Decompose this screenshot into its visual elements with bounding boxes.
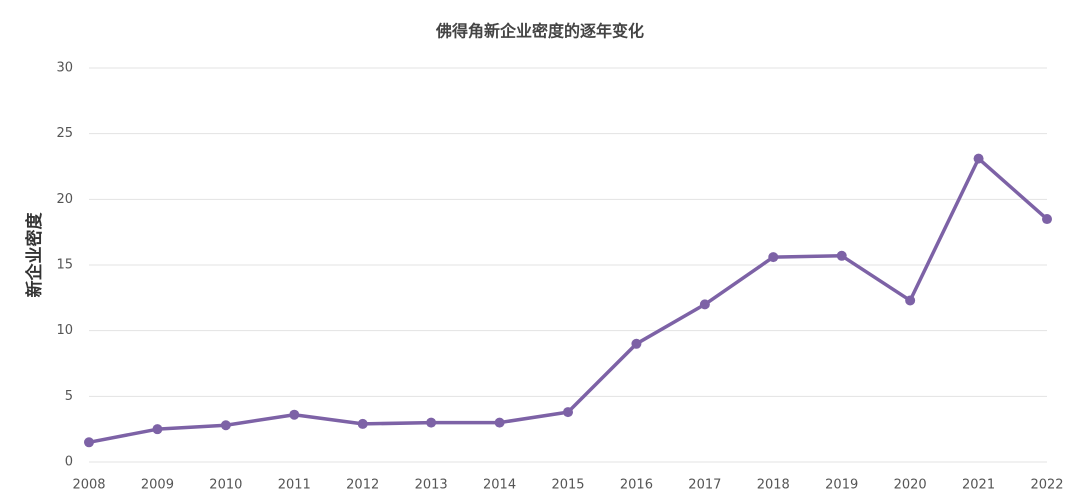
y-axis-label: 新企业密度: [24, 212, 45, 298]
data-point: [152, 424, 163, 435]
data-point: [289, 409, 300, 420]
x-tick-label: 2020: [894, 478, 927, 493]
y-tick-label: 5: [65, 389, 73, 404]
data-point: [494, 417, 505, 428]
x-tick-label: 2008: [72, 478, 105, 493]
data-point: [84, 437, 94, 448]
y-tick-label: 30: [56, 61, 73, 76]
data-point: [426, 417, 437, 428]
x-tick-label: 2019: [825, 478, 858, 493]
x-tick-label: 2009: [141, 478, 174, 493]
x-tick-label: 2016: [620, 478, 653, 493]
data-point: [220, 420, 231, 431]
x-tick-label: 2012: [346, 478, 379, 493]
data-point: [631, 338, 642, 349]
data-point: [905, 295, 916, 306]
y-tick-label: 25: [56, 126, 73, 141]
x-tick-label: 2021: [962, 478, 995, 493]
data-point: [357, 418, 368, 429]
y-tick-label: 15: [56, 258, 73, 273]
x-tick-label: 2015: [551, 478, 584, 493]
x-tick-label: 2011: [278, 478, 311, 493]
data-point: [1042, 214, 1052, 225]
chart-title: 佛得角新企业密度的逐年变化: [435, 22, 644, 41]
data-point: [836, 250, 847, 261]
series-line: [88, 156, 1049, 445]
data-point: [699, 299, 710, 310]
data-point: [973, 153, 984, 164]
data-point: [563, 407, 573, 418]
y-tick-label: 0: [65, 455, 73, 470]
x-tick-label: 2010: [209, 478, 242, 493]
y-tick-label: 20: [56, 192, 73, 207]
x-tick-label: 2013: [415, 478, 448, 493]
x-tick-label: 2018: [757, 478, 790, 493]
x-tick-label: 2022: [1030, 478, 1063, 493]
data-point: [768, 252, 779, 263]
y-tick-label: 10: [56, 323, 73, 338]
x-tick-label: 2014: [483, 478, 516, 493]
x-tick-label: 2017: [688, 478, 721, 493]
